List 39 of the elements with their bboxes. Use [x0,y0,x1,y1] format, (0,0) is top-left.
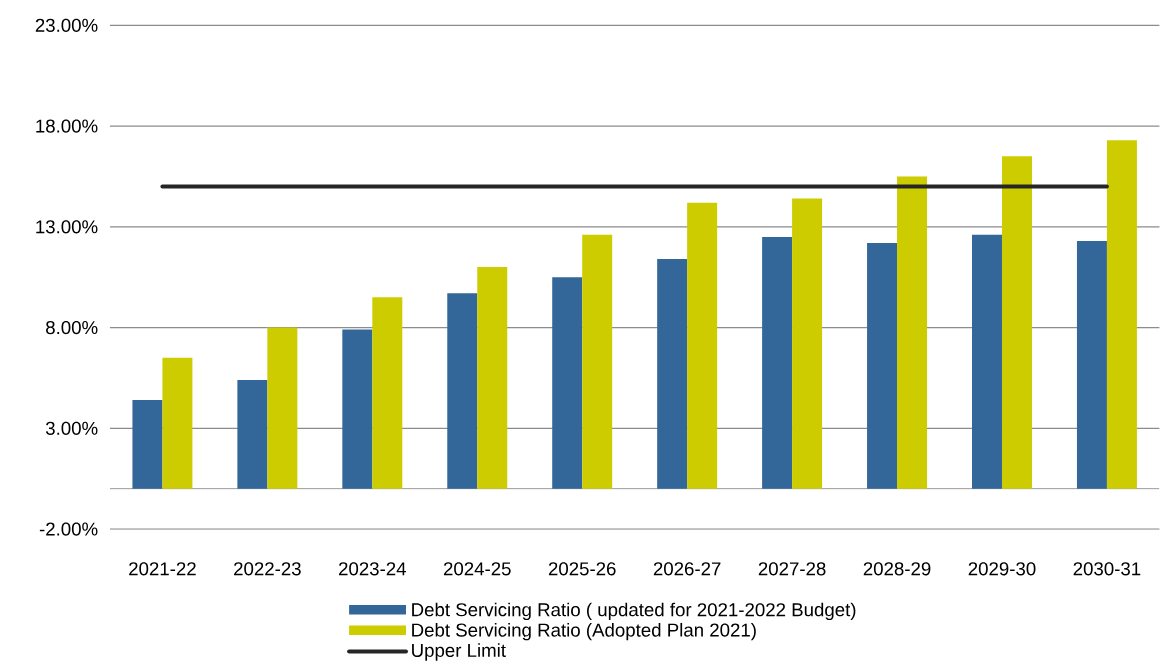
x-tick-label: 2024-25 [443,562,511,576]
y-tick-label: 8.00% [46,321,98,335]
x-tick-label: 2028-29 [863,562,931,576]
y-tick-label: 3.00% [45,421,98,436]
x-tick-label: 2026-27 [653,562,721,576]
legend-label: Debt Servicing Ratio ( updated for 2021-2022 Budget) [412,602,856,621]
bar [897,176,928,489]
bar [162,357,193,489]
bar [972,235,1002,489]
bar [792,198,823,489]
x-tick-label: 2029-30 [968,562,1036,576]
x-tick-label: 2030-31 [1073,562,1141,576]
y-tick-label: 18.00% [36,119,98,133]
bar [447,293,478,489]
x-tick-label: 2025-26 [548,562,616,576]
bar [477,267,508,489]
bar [1076,241,1107,489]
bar [132,400,163,489]
bar [762,237,793,489]
bar [1106,140,1137,489]
bar [267,327,298,489]
bar [552,277,583,489]
y-tick-label: -2.00% [39,522,98,536]
bar [342,329,373,489]
legend-label: Upper Limit [412,643,506,661]
y-tick-label: 23.00% [35,18,98,33]
bar [657,259,688,489]
x-tick-label: 2022-23 [234,562,301,576]
legend-label: Debt Servicing Ratio (Adopted Plan 2021) [412,623,756,641]
x-tick-label: 2023-24 [339,562,406,576]
bar [237,380,268,489]
bar [867,243,898,489]
x-tick-label: 2027-28 [758,562,826,576]
y-tick-label: 13.00% [36,220,98,234]
bar [1001,156,1032,489]
bar [687,202,718,489]
x-tick-label: 2021-22 [129,562,196,576]
bar [582,235,613,489]
bar [372,297,403,489]
